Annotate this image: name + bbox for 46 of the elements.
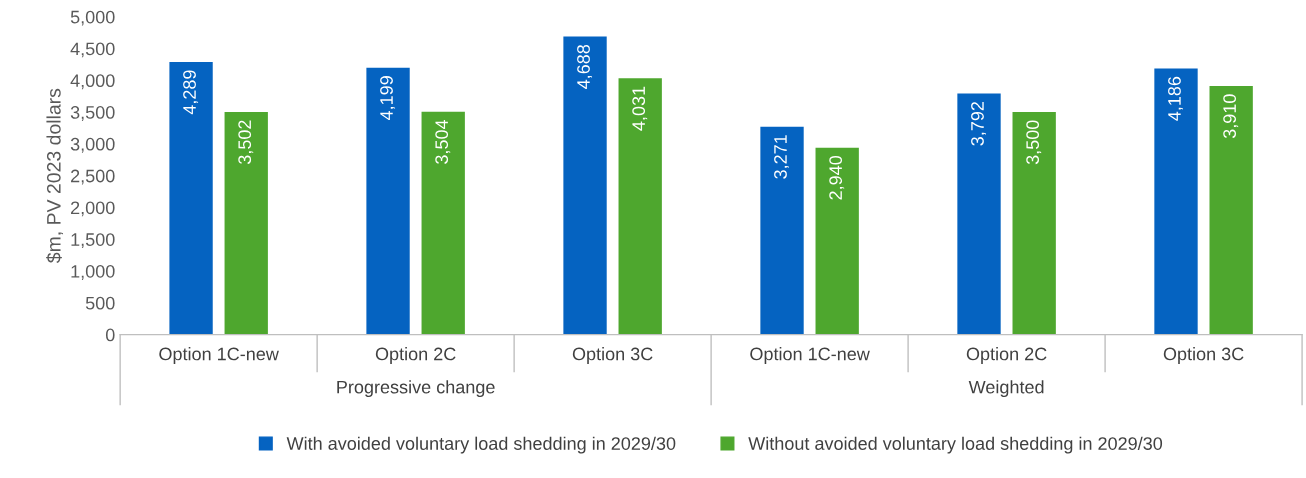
text: 4,031 xyxy=(632,86,648,131)
bar xyxy=(563,36,607,335)
text: 4,688 xyxy=(577,44,593,89)
text: 4,186 xyxy=(1168,76,1183,121)
text: Progressive change xyxy=(337,380,495,398)
y-tick-label: 2,000 xyxy=(71,201,115,217)
bar xyxy=(224,111,268,335)
y-tick-label: 4,000 xyxy=(70,74,115,90)
y-tick-label: 1,000 xyxy=(71,264,115,280)
y-tick-label: 3,500 xyxy=(70,106,115,121)
x-tick-label: Option 3C xyxy=(572,347,653,364)
bar xyxy=(366,67,410,335)
y-tick-label: 2,500 xyxy=(71,169,115,185)
y-tick-label: 500 xyxy=(85,296,115,310)
y-tick-label: 5,000 xyxy=(70,10,115,26)
bar xyxy=(169,61,213,335)
text: 4,199 xyxy=(380,76,396,121)
legend-label: With avoided voluntary load shedding in 2029/30 xyxy=(286,436,676,454)
text: 3,792 xyxy=(971,102,986,146)
text: 4,289 xyxy=(183,70,199,115)
y-tick-label: 4,500 xyxy=(70,42,115,58)
bar xyxy=(1209,86,1253,335)
y-axis-title: $m, PV 2023 dollars xyxy=(46,88,64,263)
bar xyxy=(957,93,1001,335)
text: 3,910 xyxy=(1223,94,1239,139)
bar xyxy=(421,111,465,335)
text: 3,504 xyxy=(435,119,451,164)
x-tick-label: Option 2C xyxy=(375,347,456,364)
text: Weighted xyxy=(968,380,1044,398)
bar xyxy=(815,147,859,335)
y-tick-label: 1,500 xyxy=(71,233,115,249)
x-tick-label: Option 3C xyxy=(1163,347,1244,364)
text: 3,271 xyxy=(774,135,790,179)
x-tick-label: Option 2C xyxy=(966,347,1047,364)
text: 2,940 xyxy=(829,155,845,200)
y-tick-label: 0 xyxy=(105,328,115,342)
text: 3,500 xyxy=(1026,120,1042,165)
legend-label: Without avoided voluntary load shedding in 2029/30 xyxy=(748,436,1163,454)
x-tick-label: Option 1C-new xyxy=(159,347,279,364)
bar xyxy=(618,78,662,335)
bar xyxy=(1012,112,1056,335)
text: 3,502 xyxy=(238,120,254,165)
bar xyxy=(1154,68,1198,335)
y-tick-label: 3,000 xyxy=(70,137,115,153)
x-tick-label: Option 1C-new xyxy=(750,347,870,364)
bar xyxy=(760,126,804,335)
